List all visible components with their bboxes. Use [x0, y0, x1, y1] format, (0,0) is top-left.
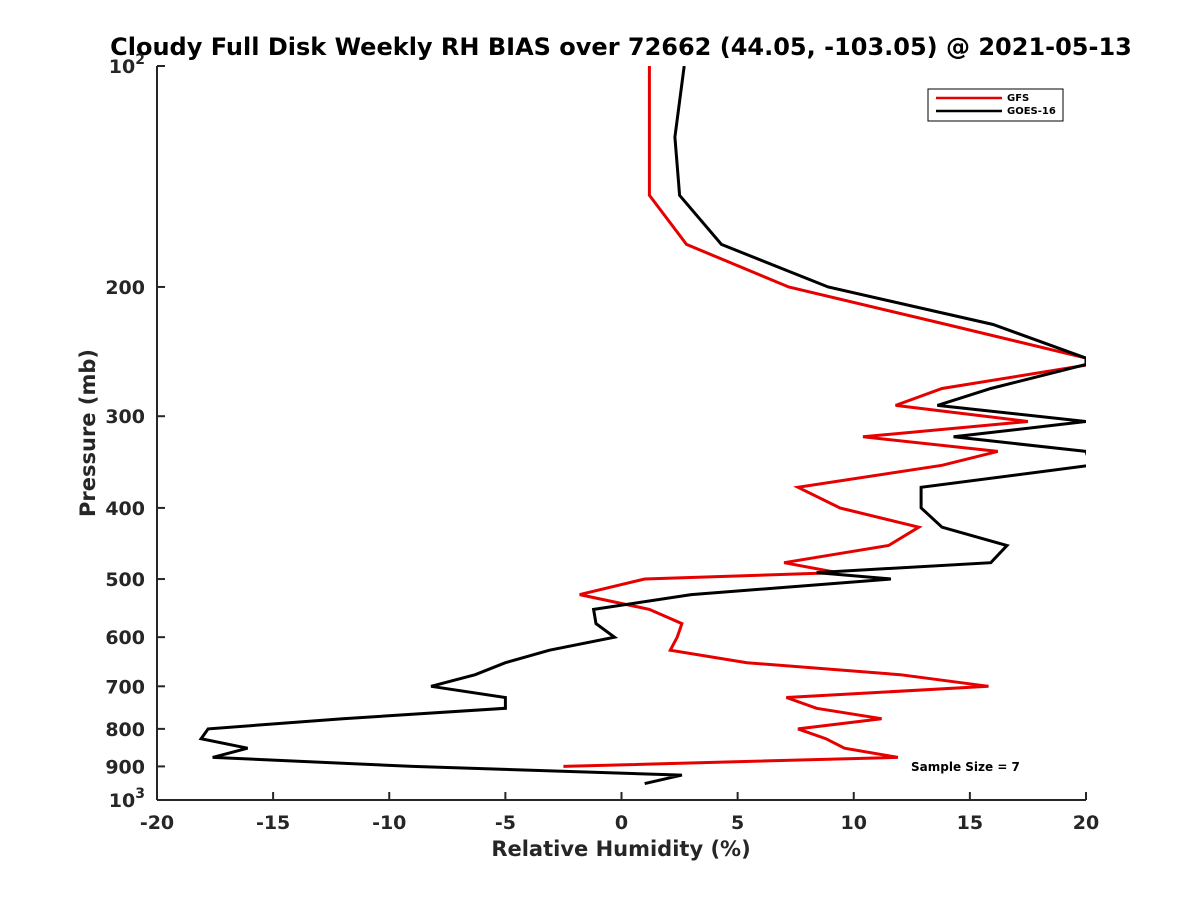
y-tick-label: 800 [105, 719, 145, 741]
x-tick-label: -5 [495, 812, 516, 834]
axes-layer: -20 -15 -10 -5 0 5 10 15 20 102 200 300 400 500 600 700… [105, 52, 1099, 834]
y-tick-label: 103 [109, 786, 145, 812]
x-tick-label: -20 [140, 812, 174, 834]
x-tick-label: 0 [615, 812, 628, 834]
y-tick-label: 300 [105, 406, 145, 428]
chart-title: Cloudy Full Disk Weekly RH BIAS over 726… [110, 33, 1132, 61]
x-tick-label: 15 [957, 812, 983, 834]
y-tick-label: 500 [105, 569, 145, 591]
legend: GFS GOES-16 [927, 88, 1064, 122]
series-line-gfs [563, 66, 1086, 768]
x-tick-label: 20 [1073, 812, 1099, 834]
x-tick-label: 5 [731, 812, 744, 834]
series-line-goes-16 [198, 66, 1086, 786]
y-axis-label: Pressure (mb) [76, 349, 100, 517]
y-tick-label: 700 [105, 676, 145, 698]
legend-label-goes-16: GOES-16 [1007, 106, 1056, 117]
series-layer [198, 66, 1086, 786]
x-tick-label: -10 [372, 812, 406, 834]
x-axis-label: Relative Humidity (%) [491, 837, 750, 861]
legend-box [927, 88, 1064, 122]
y-tick-label: 900 [105, 756, 145, 778]
sample-size-annotation: Sample Size = 7 [911, 760, 1020, 774]
y-tick-label: 400 [105, 498, 145, 520]
y-tick-label: 102 [109, 52, 145, 78]
x-tick-label: -15 [256, 812, 290, 834]
y-tick-label: 200 [105, 277, 145, 299]
y-tick-label: 600 [105, 627, 145, 649]
legend-label-gfs: GFS [1007, 93, 1029, 104]
x-tick-label: 10 [841, 812, 867, 834]
